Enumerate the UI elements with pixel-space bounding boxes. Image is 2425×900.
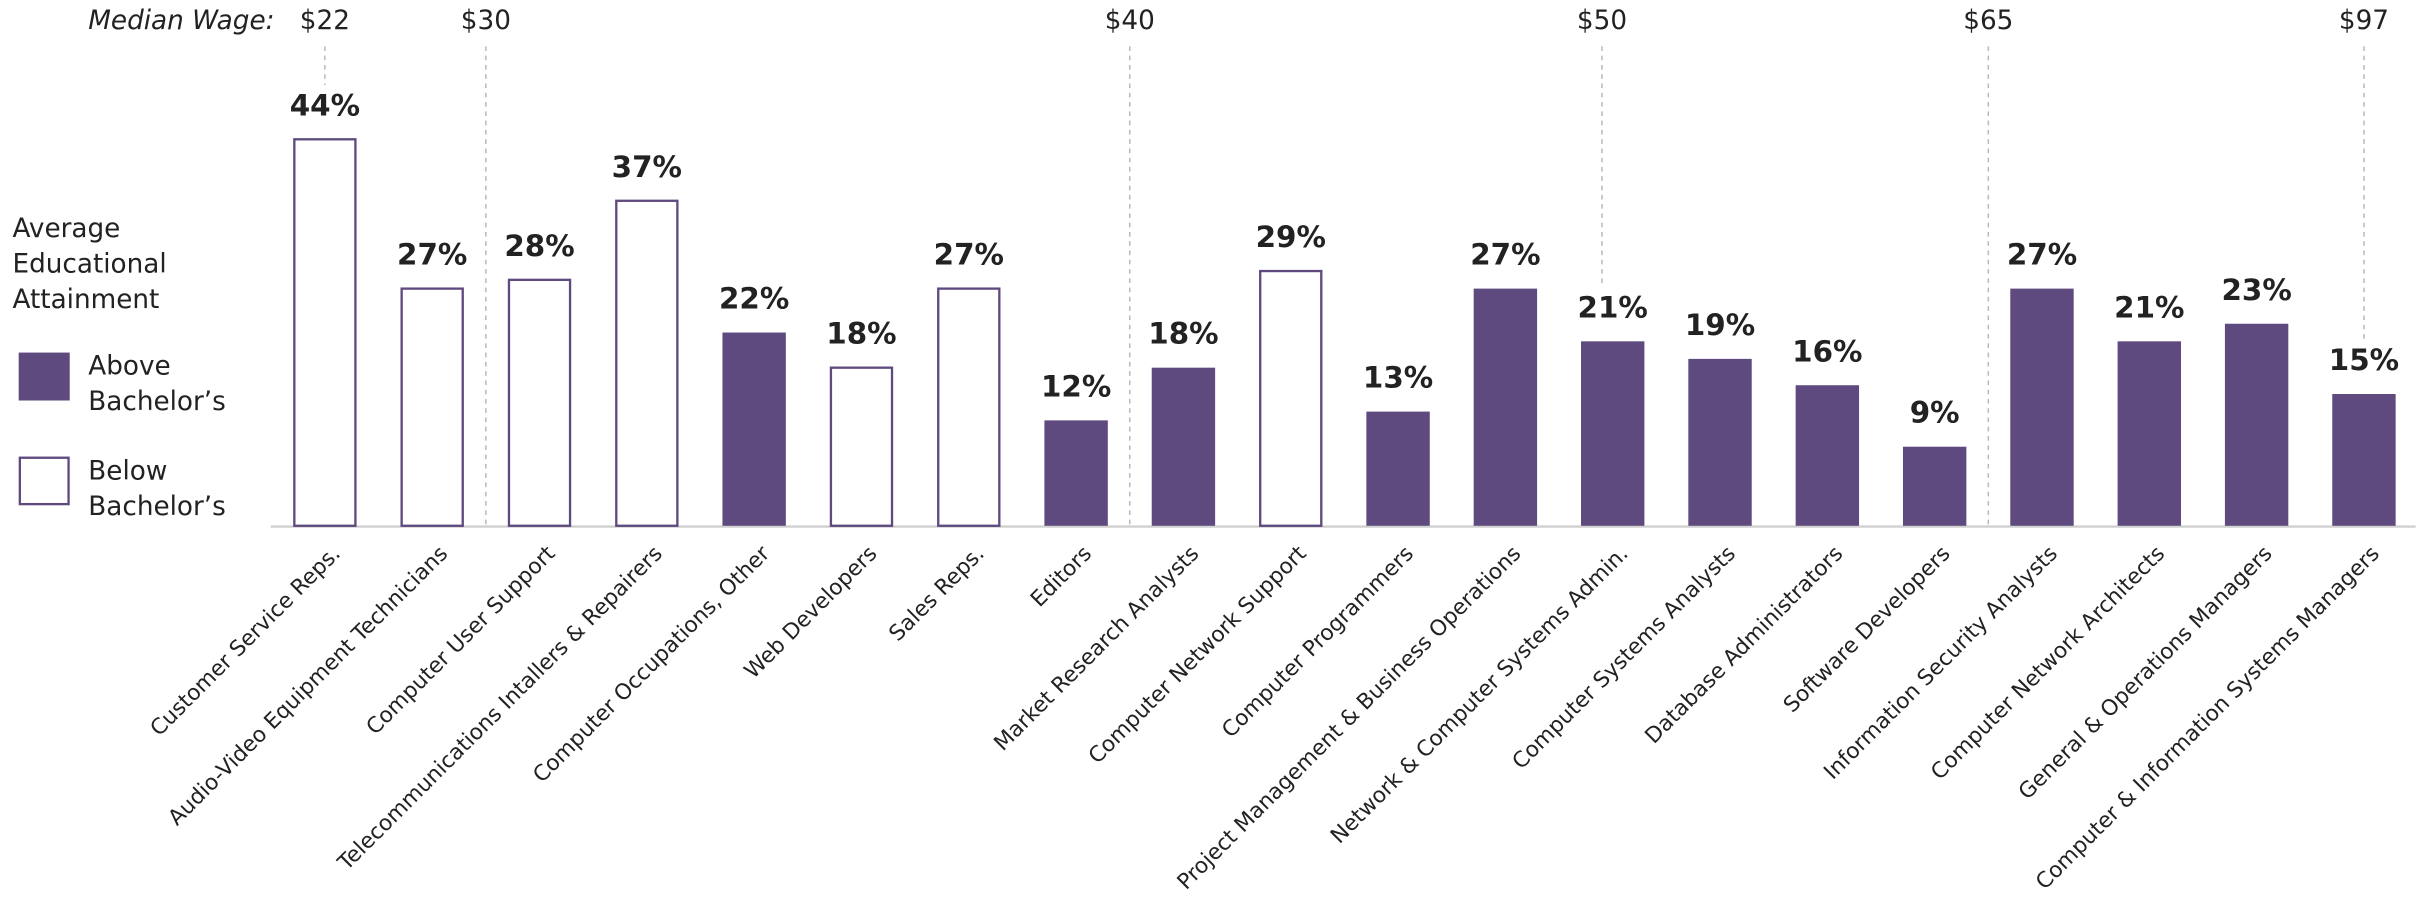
x-tick-label: Editors bbox=[1026, 541, 1097, 612]
bar bbox=[615, 199, 679, 527]
bar bbox=[722, 332, 786, 526]
value-label: 21% bbox=[2114, 290, 2184, 324]
wage-label: $50 bbox=[1577, 6, 1627, 36]
value-label: 27% bbox=[2007, 238, 2077, 272]
value-label: 21% bbox=[1578, 290, 1648, 324]
bar bbox=[1902, 446, 1967, 526]
legend-label: Above Bachelor’s bbox=[88, 351, 226, 416]
bar bbox=[400, 287, 464, 527]
bar bbox=[1259, 269, 1323, 527]
bar bbox=[1795, 385, 1860, 526]
x-tick-label: Sales Reps. bbox=[885, 541, 990, 646]
bar bbox=[1473, 288, 1538, 526]
value-label: 19% bbox=[1685, 308, 1755, 342]
bar bbox=[829, 366, 894, 527]
x-tick-label: Market Research Analysts bbox=[989, 541, 1204, 756]
value-label: 18% bbox=[1148, 317, 1218, 351]
bar bbox=[1151, 367, 1216, 526]
value-label: 27% bbox=[397, 238, 467, 272]
legend-title: Average Educational Attainment bbox=[12, 213, 166, 314]
value-label: 15% bbox=[2329, 343, 2399, 377]
value-label: 12% bbox=[1041, 369, 1111, 403]
x-tick-label: Computer Network Architects bbox=[1926, 541, 2170, 785]
value-label: 23% bbox=[2221, 273, 2291, 307]
x-tick-label: Database Administrators bbox=[1640, 541, 1848, 749]
value-label: 18% bbox=[826, 317, 896, 351]
value-label: 27% bbox=[934, 238, 1004, 272]
wage-label: $22 bbox=[300, 6, 350, 36]
bar bbox=[1688, 358, 1752, 526]
wage-label: $65 bbox=[1963, 6, 2013, 36]
value-label: 27% bbox=[1470, 238, 1540, 272]
legend-swatch bbox=[18, 456, 70, 506]
bar bbox=[937, 287, 1001, 527]
bar bbox=[2117, 341, 2182, 526]
bar bbox=[2332, 394, 2396, 526]
bar bbox=[2224, 323, 2289, 526]
x-tick-label: Computer Network Support bbox=[1084, 541, 1312, 769]
x-tick-label: Computer Occupations, Other bbox=[528, 541, 775, 788]
value-label: 44% bbox=[290, 88, 360, 122]
bar bbox=[1044, 420, 1108, 526]
x-tick-label: Computer User Support bbox=[362, 541, 561, 740]
bar bbox=[1581, 341, 1645, 526]
wage-label: $97 bbox=[2339, 6, 2389, 36]
value-label: 28% bbox=[504, 229, 574, 263]
x-tick-label: Customer Service Reps. bbox=[146, 541, 346, 741]
bar bbox=[507, 278, 572, 527]
legend-label: Below Bachelor’s bbox=[88, 456, 226, 521]
value-label: 9% bbox=[1910, 396, 1960, 430]
bar bbox=[293, 138, 357, 527]
annotation-title: Median Wage: bbox=[88, 6, 274, 36]
value-label: 13% bbox=[1363, 361, 1433, 395]
bar bbox=[2010, 288, 2074, 526]
value-label: 16% bbox=[1792, 334, 1862, 368]
value-label: 29% bbox=[1256, 220, 1326, 254]
x-tick-label: Computer Systems Analysts bbox=[1508, 541, 1741, 774]
bar bbox=[1366, 411, 1430, 526]
x-tick-label: Computer Programmers bbox=[1217, 541, 1419, 743]
wage-label: $30 bbox=[461, 6, 511, 36]
legend-swatch bbox=[18, 352, 70, 401]
x-tick-label: Information Security Analysts bbox=[1819, 541, 2062, 784]
value-label: 37% bbox=[612, 150, 682, 184]
value-label: 22% bbox=[719, 282, 789, 316]
wage-label: $40 bbox=[1105, 6, 1155, 36]
